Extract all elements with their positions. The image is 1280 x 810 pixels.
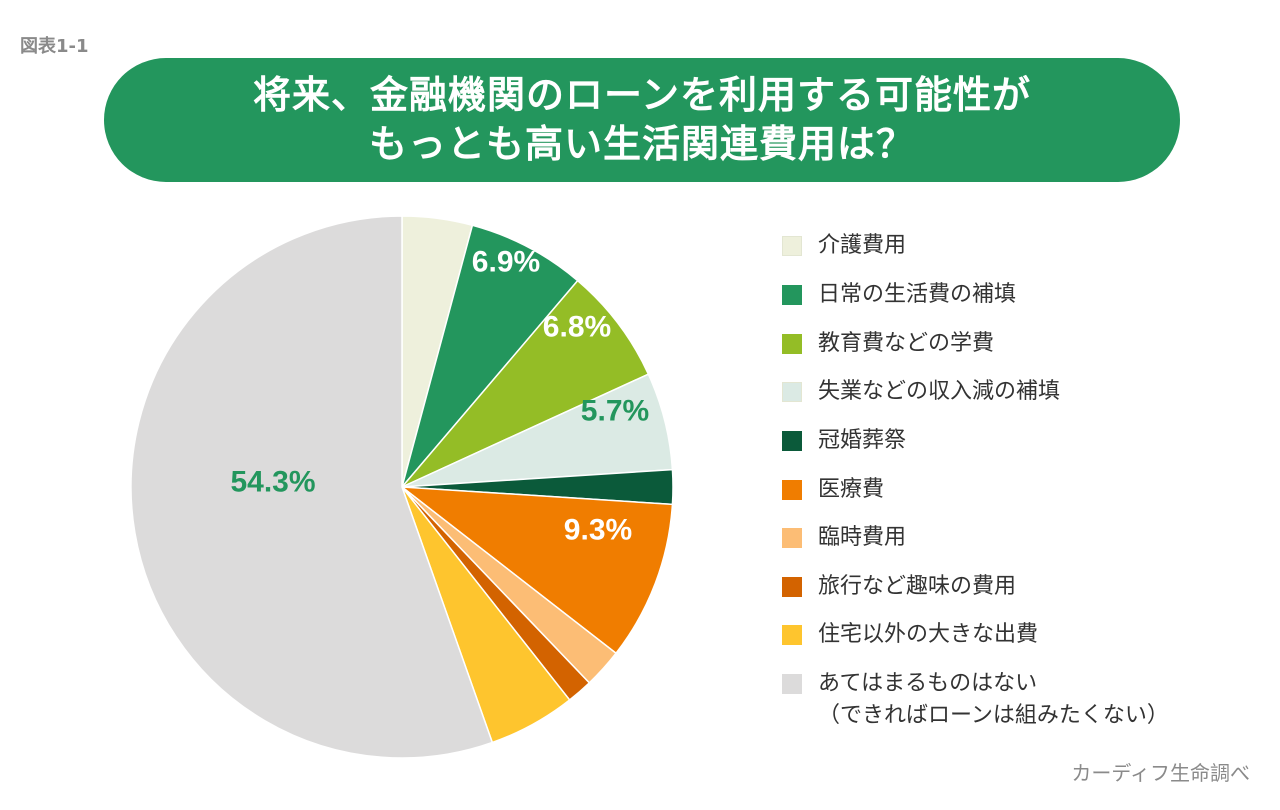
legend-swatch — [782, 334, 802, 354]
slice-data-label: 9.3% — [564, 514, 632, 547]
slice-data-label: 54.3% — [230, 466, 315, 499]
legend-label: 旅行など趣味の費用 — [818, 574, 1017, 599]
legend-item: あてはまるものはない （できればローンは組みたくない） — [782, 668, 1169, 732]
legend-item: 旅行など趣味の費用 — [782, 571, 1016, 603]
legend-swatch — [782, 285, 802, 305]
title-line-1: 将来、金融機関のローンを利用する可能性が — [252, 73, 1032, 117]
slice-data-label: 5.7% — [581, 395, 649, 428]
legend-label: 住宅以外の大きな出費 — [818, 622, 1039, 647]
legend-swatch — [782, 528, 802, 548]
legend-label: 介護費用 — [818, 233, 907, 258]
legend-item: 失業などの収入減の補填 — [782, 376, 1060, 408]
legend-label: 日常の生活費の補填 — [818, 282, 1017, 307]
legend-label: 失業などの収入減の補填 — [818, 379, 1061, 404]
legend-swatch — [782, 625, 802, 645]
legend-item: 医療費 — [782, 474, 884, 506]
title-line-2: もっとも高い生活関連費用は？ — [368, 122, 915, 166]
slice-data-label: 6.8% — [543, 311, 611, 344]
legend-label: 冠婚葬祭 — [818, 428, 907, 453]
legend-swatch — [782, 236, 802, 256]
legend-label-note: （できればローンは組みたくない） — [818, 703, 1169, 728]
legend-swatch — [782, 577, 802, 597]
source-note: カーディフ生命調べ — [1071, 761, 1250, 785]
legend-item: 臨時費用 — [782, 522, 906, 554]
legend-item: 住宅以外の大きな出費 — [782, 619, 1038, 651]
legend-item: 日常の生活費の補填 — [782, 279, 1016, 311]
legend-swatch — [782, 382, 802, 402]
pie-slice — [401, 279, 650, 488]
legend-label: 臨時費用 — [818, 525, 907, 550]
pie-slice — [401, 486, 674, 654]
legend-label: 医療費 — [818, 477, 885, 502]
legend-swatch — [782, 480, 802, 500]
figure-label: 図表1-1 — [20, 36, 89, 57]
pie-slice — [130, 215, 494, 759]
legend-item: 介護費用 — [782, 230, 906, 262]
legend-swatch — [782, 431, 802, 451]
slice-data-label: 6.9% — [472, 246, 540, 279]
pie-slice — [401, 224, 579, 488]
title-banner: 将来、金融機関のローンを利用する可能性が もっとも高い生活関連費用は？ — [104, 58, 1180, 182]
legend-swatch — [782, 674, 802, 694]
legend-label: 教育費などの学費 — [818, 331, 995, 356]
legend-item: 教育費などの学費 — [782, 328, 994, 360]
legend-label: あてはまるものはない — [818, 671, 1038, 696]
legend-item: 冠婚葬祭 — [782, 425, 906, 457]
